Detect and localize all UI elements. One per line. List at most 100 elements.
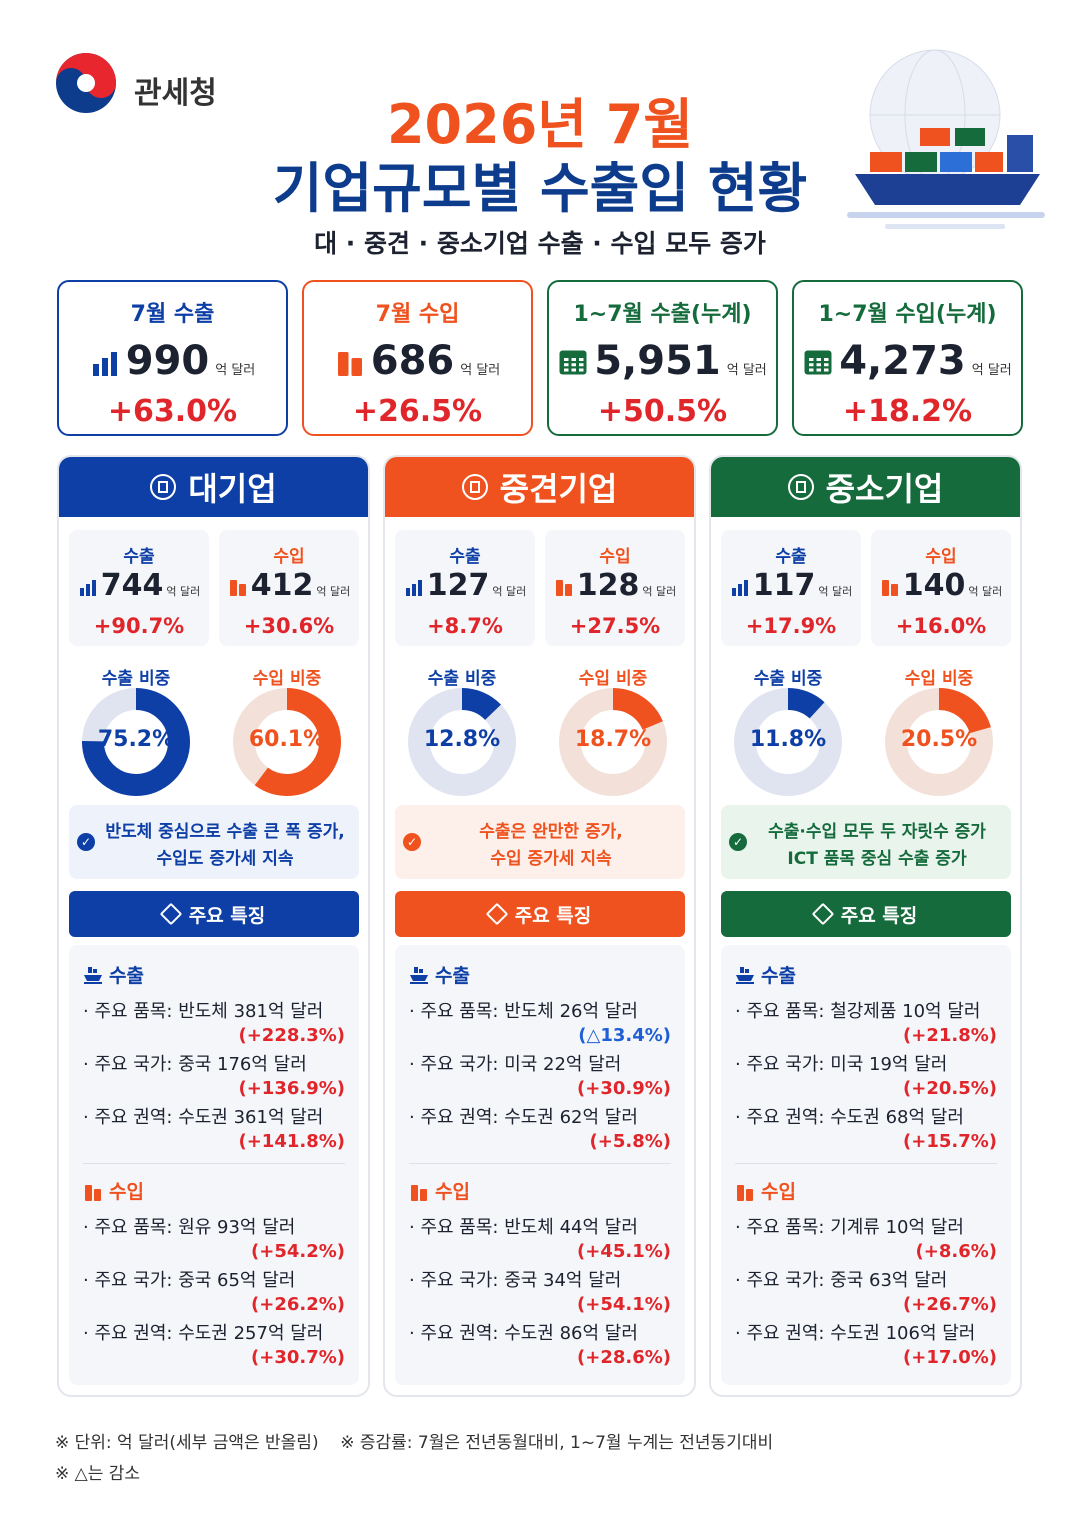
check-icon: ✓ — [729, 833, 747, 851]
features-panel: 수출 · 주요 품목: 반도체 381억 달러 (+228.3%) · 주요 국가: … — [69, 945, 359, 1385]
summary-label: 7월 수입 — [375, 302, 460, 327]
icon-part — [417, 579, 422, 596]
donut-arc — [559, 688, 667, 796]
export-label: 수출 — [449, 547, 481, 567]
icon-part — [816, 368, 822, 372]
import-icon — [411, 1184, 427, 1201]
feature-change: (+26.2%) — [251, 1294, 345, 1315]
import-value-row: 128 억 달러 — [545, 568, 685, 603]
import-box: 수입 128 억 달러 +27.5% — [545, 530, 685, 646]
feature-item: · 주요 국가: 중국 176억 달러 — [83, 1054, 307, 1075]
export-change: +17.9% — [745, 614, 837, 638]
feature-heading: 수입 — [83, 1177, 144, 1204]
icon-part — [564, 363, 569, 367]
summary-value: 990 — [125, 338, 210, 384]
icon-part — [824, 363, 829, 367]
feature-change: (+54.2%) — [251, 1241, 345, 1262]
segment-header: 중견기업 — [385, 457, 694, 517]
feature-change: (+141.8%) — [238, 1131, 345, 1152]
icon-part — [229, 579, 237, 596]
icon-part — [890, 583, 898, 596]
ship-icon — [736, 966, 754, 984]
check-icon: ✓ — [403, 833, 421, 851]
share-value: 12.8% — [423, 727, 501, 752]
icon-part — [85, 1184, 92, 1201]
note-text: 수출은 완만한 증가, — [479, 822, 623, 842]
title-line2: 기업규모별 수출입 현황 — [272, 157, 808, 220]
calendar-icon — [804, 350, 832, 375]
cube-icon — [485, 902, 509, 926]
import-icon — [555, 579, 572, 596]
icon-part — [91, 579, 96, 596]
features-button: 주요 특징 — [69, 891, 359, 937]
feature-item: · 주요 국가: 미국 19억 달러 — [735, 1054, 948, 1075]
import-unit: 억 달러 — [968, 585, 1003, 598]
feature-item: · 주요 국가: 중국 65억 달러 — [83, 1270, 296, 1291]
summary-change: +26.5% — [352, 394, 483, 429]
donut-arc — [734, 688, 842, 796]
feature-heading: 수입 — [409, 1177, 470, 1204]
feature-heading: 수출 — [735, 961, 796, 988]
feature-heading: 수출 — [83, 961, 144, 988]
icon-part — [351, 358, 362, 376]
import-icon — [881, 579, 898, 596]
summary-value-row: 5,951 억 달러 — [549, 338, 776, 384]
feature-change: (+21.8%) — [903, 1025, 997, 1046]
note-box: ✓ 수출·수입 모두 두 자릿수 증가 ICT 품목 중심 수출 증가 — [721, 805, 1011, 879]
share-label: 수입 비중 — [578, 669, 648, 689]
icon-part — [411, 1184, 418, 1201]
feature-item: · 주요 권역: 수도권 257억 달러 — [83, 1323, 324, 1344]
note-text: ICT 품목 중심 수출 증가 — [787, 849, 967, 869]
divider — [735, 1163, 997, 1164]
icon-part — [94, 1188, 101, 1201]
feature-item: · 주요 품목: 반도체 381억 달러 — [83, 1001, 324, 1022]
icon-part — [816, 358, 822, 361]
icon-part — [110, 352, 117, 376]
import-icon — [337, 352, 362, 376]
export-label: 수출 — [123, 547, 155, 567]
segment-icon-inner — [158, 481, 169, 493]
icon-part — [405, 587, 410, 596]
icon-part — [420, 1188, 427, 1201]
summary-value-row: 686 억 달러 — [304, 338, 531, 384]
footer-note: ※ 단위: 억 달러(세부 금액은 반올림) ※ 증감률: 7월은 전년동월대비… — [55, 1433, 774, 1453]
feature-change: (+136.9%) — [238, 1078, 345, 1099]
feature-item: · 주요 국가: 중국 34억 달러 — [409, 1270, 622, 1291]
icon-part — [410, 974, 428, 981]
ship-illustration — [847, 49, 1045, 229]
donut-arc — [408, 688, 516, 796]
icon-part — [579, 368, 584, 372]
feature-change: (+54.1%) — [577, 1294, 671, 1315]
features-title: 주요 특징 — [840, 904, 918, 927]
divider — [409, 1163, 671, 1164]
export-unit: 억 달러 — [492, 585, 527, 598]
export-unit: 억 달러 — [818, 585, 853, 598]
segment-column: 중소기업 수출 117 억 달러 +17.9% 수출 비중 11.8% 수입 140 억 달러 +1… — [709, 455, 1022, 1397]
segment-icon — [150, 474, 177, 500]
feature-item: · 주요 권역: 수도권 106억 달러 — [735, 1323, 976, 1344]
export-change: +8.7% — [427, 614, 503, 638]
summary-value: 686 — [370, 338, 455, 384]
icon-part — [737, 1184, 744, 1201]
feature-item: · 주요 국가: 미국 22억 달러 — [409, 1054, 622, 1075]
icon-part — [571, 363, 577, 367]
import-change: +16.0% — [895, 614, 987, 638]
feature-item: · 주요 권역: 수도권 86억 달러 — [409, 1323, 638, 1344]
feature-heading-text: 수입 — [109, 1181, 144, 1203]
export-box: 수출 117 억 달러 +17.9% — [721, 530, 861, 646]
features-button: 주요 특징 — [721, 891, 1011, 937]
import-box: 수입 412 억 달러 +30.6% — [219, 530, 359, 646]
cube-icon — [159, 902, 183, 926]
note-text: 수출·수입 모두 두 자릿수 증가 — [768, 822, 986, 842]
feature-change: (+8.6%) — [915, 1241, 997, 1262]
icon-part — [743, 579, 748, 596]
subtitle: 대 · 중견 · 중소기업 수출 · 수입 모두 증가 — [314, 229, 766, 258]
icon-part — [564, 368, 569, 372]
summary-value-row: 4,273 억 달러 — [794, 338, 1021, 384]
feature-item: · 주요 권역: 수도권 62억 달러 — [409, 1107, 638, 1128]
calendar-icon — [559, 350, 587, 375]
import-icon — [737, 1184, 753, 1201]
import-icon — [229, 579, 246, 596]
segment-column: 중견기업 수출 127 억 달러 +8.7% 수출 비중 12.8% 수입 128 억 달러 +27… — [383, 455, 696, 1397]
